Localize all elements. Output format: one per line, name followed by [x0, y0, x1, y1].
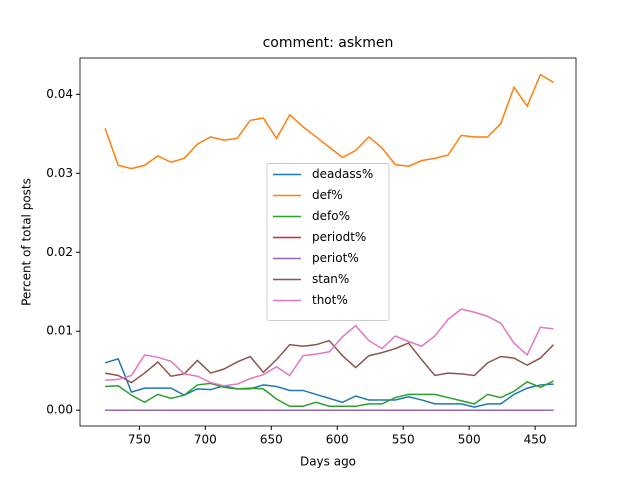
y-tick-label: 0.03: [46, 166, 73, 180]
legend-label: stan%: [312, 272, 349, 286]
series-line: [105, 380, 554, 408]
legend-label: periot%: [312, 251, 359, 265]
legend-label: defo%: [312, 209, 350, 223]
series-line: [104, 73, 554, 170]
x-tick-label: 700: [194, 433, 217, 447]
y-tick-label: 0.02: [46, 245, 73, 259]
series-line: [105, 308, 554, 387]
legend-label: thot%: [312, 293, 348, 307]
axes-frame: [79, 57, 577, 427]
y-tick-label: 0.04: [46, 87, 73, 101]
x-tick-label: 600: [326, 433, 349, 447]
x-tick-label: 550: [392, 433, 415, 447]
x-tick-label: 450: [524, 433, 547, 447]
x-tick-label: 500: [458, 433, 481, 447]
y-tick-label: 0.00: [46, 403, 73, 417]
chart-title: comment: askmen: [263, 35, 394, 51]
legend: deadass% def% defo% periodt% periot% stan% tho…: [266, 163, 390, 321]
legend-label: deadass%: [312, 167, 373, 181]
series-line: [104, 357, 554, 408]
x-axis-label: Days ago: [300, 455, 356, 469]
legend-label: periodt%: [312, 230, 366, 244]
y-axis-label: Percent of total posts: [20, 178, 34, 306]
legend-label: def%: [312, 188, 343, 202]
series-line: [104, 339, 555, 384]
legend-box: [266, 163, 390, 321]
x-tick-label: 750: [128, 433, 151, 447]
y-tick-label: 0.01: [46, 324, 73, 338]
x-tick-label: 650: [260, 433, 283, 447]
